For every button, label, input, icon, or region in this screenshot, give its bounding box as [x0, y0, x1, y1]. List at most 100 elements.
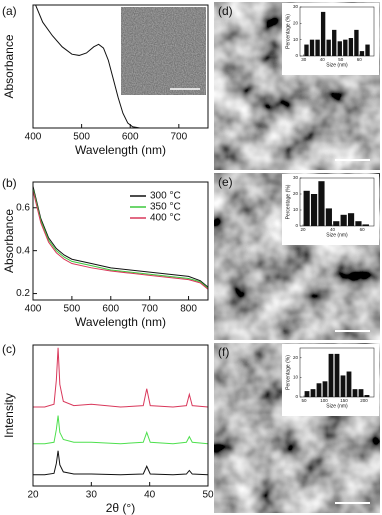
x-tick-label: 100 [320, 398, 328, 403]
y-axis-label: Absorbance [2, 34, 16, 98]
axes-frame [299, 177, 375, 227]
axes-frame [32, 4, 209, 129]
x-tick-label: 500 [73, 132, 90, 143]
y-axis-label: Intensity [2, 393, 16, 438]
bar [365, 44, 370, 56]
data-line [33, 188, 208, 289]
legend-label: 350 °C [150, 202, 181, 213]
legend-label: 300 °C [150, 191, 181, 202]
x-tick-label: 400 [25, 132, 42, 143]
bar [352, 389, 358, 397]
x-tick-label: 60 [357, 57, 363, 62]
data-line [33, 190, 208, 290]
x-axis-label: Size (nm) [326, 403, 348, 409]
bar [337, 41, 342, 56]
x-tick-label: 150 [340, 398, 348, 403]
x-tick-label: 40 [320, 57, 326, 62]
bar [362, 224, 369, 226]
inset-background [282, 3, 379, 75]
panel-label: (b) [2, 176, 17, 190]
data-line [33, 415, 208, 445]
bar [304, 391, 310, 397]
y-tick-label: 20 [293, 21, 299, 26]
y-axis-label: Absorbance [2, 209, 16, 273]
y-tick-label: 20 [293, 355, 299, 360]
x-tick-label: 600 [122, 132, 139, 143]
y-tick-label: 0.4 [16, 245, 30, 256]
x-axis-label: Size (nm) [326, 62, 348, 68]
x-tick-label: 50 [338, 57, 344, 62]
x-tick-label: 40 [330, 227, 336, 232]
x-tick-label: 50 [301, 398, 307, 403]
x-tick-label: 400 [25, 304, 42, 315]
x-tick-label: 50 [202, 490, 214, 501]
x-axis-label: Size (nm) [326, 232, 348, 238]
bar [340, 375, 346, 397]
axes-frame [32, 344, 209, 487]
x-tick-label: 30 [301, 57, 307, 62]
x-tick-label: 40 [144, 490, 156, 501]
bar [316, 383, 322, 397]
y-tick-label: 0 [295, 394, 298, 399]
y-tick-label: 0.2 [16, 288, 30, 299]
y-tick-label: 30 [293, 4, 299, 9]
bar [320, 11, 326, 56]
y-axis-label: Percentage (%) [285, 14, 291, 49]
y-tick-label: 0 [295, 223, 298, 228]
x-tick-label: 20 [300, 227, 306, 232]
x-tick-label: 700 [141, 304, 158, 315]
bar [340, 214, 347, 226]
bar [310, 194, 318, 226]
y-tick-label: 10 [293, 375, 299, 380]
bar [346, 371, 352, 397]
bar [315, 39, 320, 56]
x-tick-label: 30 [86, 490, 98, 501]
bar [347, 213, 355, 226]
bar [318, 181, 325, 226]
x-tick-label: 500 [64, 304, 81, 315]
y-tick-label: 10 [293, 37, 299, 42]
bar [354, 29, 359, 56]
panel-label: (a) [2, 4, 17, 18]
bar [332, 29, 337, 56]
x-tick-label: 20 [27, 490, 39, 501]
bar [325, 208, 332, 226]
panel-label: (e) [218, 175, 233, 189]
axes-frame [32, 181, 209, 301]
x-axis-label: Wavelength (nm) [75, 143, 166, 157]
bar [364, 395, 370, 397]
y-tick-label: 10 [293, 207, 299, 212]
bar [359, 51, 365, 56]
y-tick-label: 20 [293, 191, 299, 196]
data-line [33, 450, 208, 476]
x-axis-label: 2θ (°) [106, 501, 135, 515]
axes-frame [299, 6, 375, 57]
panel-label: (d) [218, 4, 233, 18]
x-tick-label: 600 [102, 304, 119, 315]
y-axis-label: Percentage (%) [285, 355, 291, 390]
data-line [33, 186, 208, 288]
panel-label: (f) [218, 345, 229, 359]
x-tick-label: 60 [360, 227, 366, 232]
bar [303, 190, 310, 226]
tem-texture [121, 7, 206, 95]
bar [328, 353, 334, 397]
bar [310, 389, 316, 397]
x-tick-label: 700 [170, 132, 187, 143]
legend-label: 400 °C [150, 213, 181, 224]
x-axis-label: Wavelength (nm) [75, 315, 166, 329]
bar [355, 221, 362, 226]
axes-frame [299, 347, 375, 398]
y-tick-label: 0.6 [16, 202, 30, 213]
panel-label: (c) [2, 342, 16, 356]
bar [334, 353, 340, 397]
x-tick-label: 200 [360, 398, 368, 403]
data-line [33, 347, 208, 408]
bar [326, 39, 331, 56]
bar [348, 38, 354, 56]
y-axis-label: Percentage (%) [285, 184, 291, 219]
bar [343, 39, 348, 56]
bar [309, 39, 315, 56]
bar [304, 44, 309, 56]
